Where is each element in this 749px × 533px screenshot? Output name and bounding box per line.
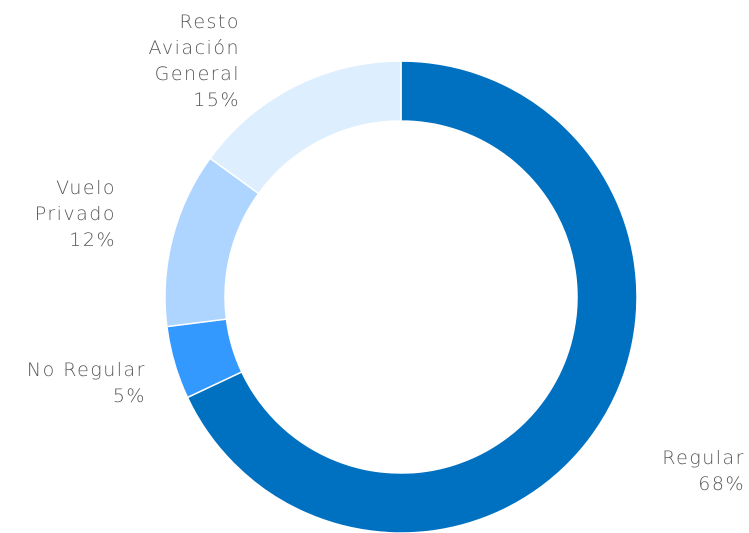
slice-label: No Regular 5% [6, 357, 146, 409]
category-label: Vuelo Privado [34, 177, 116, 225]
slice-label: Vuelo Privado 12% [21, 175, 116, 253]
value-label: 12% [69, 229, 116, 251]
category-label: No Regular [26, 359, 146, 381]
donut-slice [209, 60, 402, 195]
value-label: 15% [193, 89, 240, 111]
slice-label: Resto Aviación General 15% [125, 9, 240, 113]
category-label: Regular [662, 447, 745, 469]
slice-label: Regular 68% [645, 445, 745, 497]
category-label: Resto Aviación General [148, 11, 240, 85]
value-label: 5% [112, 385, 146, 407]
value-label: 68% [698, 473, 745, 495]
donut-slice [186, 60, 638, 533]
